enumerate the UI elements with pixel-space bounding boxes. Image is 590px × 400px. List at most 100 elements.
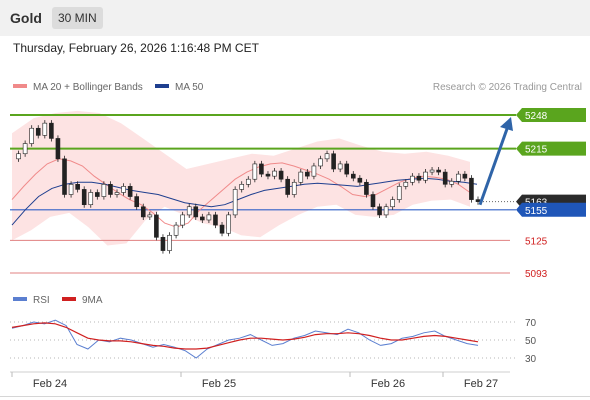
candle-body [390,199,395,208]
level-label-5155: 5155 [525,206,548,217]
candle-body [252,163,258,180]
candle-body [475,199,481,202]
candle-body [416,175,422,181]
candle-body [121,186,126,193]
candle-body [88,192,94,206]
candle-body [226,214,231,234]
candle-body [396,186,402,200]
candle-body [180,214,185,226]
candle-body [305,171,310,177]
rsi-ma-legend-label: 9MA [82,295,103,306]
candle-body [403,181,409,187]
copyright-text: Research © 2026 Trading Central [433,82,582,93]
candle-body [245,178,251,185]
candle-body [160,237,166,251]
instrument-title: Gold [10,10,42,26]
level-label-5248: 5248 [525,111,548,122]
candle-body [364,181,369,195]
candle-body [265,173,271,177]
candle-body [75,184,80,190]
candle-body [186,206,192,216]
candle-body [16,153,21,160]
level-label-5093: 5093 [525,269,548,280]
candle-body [350,173,356,179]
candle-body [193,206,199,218]
candle-body [344,163,350,175]
candle-body [291,181,297,195]
candle-body [357,177,363,183]
rsi-plot-area: 70 50 30 [10,318,537,365]
rsi-tick-70: 70 [525,318,537,329]
candle-body [35,127,41,136]
bottom-border [0,396,590,397]
candle-body [298,171,304,183]
timeframe-badge[interactable]: 30 MIN [52,7,103,29]
candle-body [127,186,133,197]
candle-body [377,206,382,216]
candle-body [154,214,159,238]
price-plot-area: 524852155163515551255093 [10,108,586,280]
rsi-line [11,319,479,359]
level-tag-5215 [516,141,586,156]
candle-body [456,173,461,182]
x-tick-label-feb-25: Feb 25 [202,378,236,390]
candle-body [114,192,120,195]
candle-body [285,178,290,195]
candle-body [383,206,389,216]
rsi-legend-swatch [13,297,27,301]
candle-body [101,184,107,197]
rsi-legend-label: RSI [33,295,50,306]
top-bar: Gold 30 MIN [0,0,590,36]
candle-body [140,206,146,218]
ma50-line [11,177,478,226]
level-label-5125: 5125 [525,236,548,247]
candle-body [55,138,61,160]
candle-body [42,122,48,136]
ma50-legend-label: MA 50 [175,82,204,93]
candle-body [449,180,455,185]
candle-body [272,170,277,177]
candle-body [423,171,428,181]
candle-body [442,171,448,185]
level-label-5215: 5215 [525,145,548,156]
candle-body [324,153,330,160]
candle-body [469,177,474,200]
candle-body [147,214,153,218]
x-tick-label-feb-24: Feb 24 [33,378,67,390]
candle-body [200,216,205,221]
candle-body [318,158,323,167]
level-tag-5248 [516,108,586,122]
bollinger-legend-swatch [13,84,27,88]
candle-body [259,163,264,175]
x-tick-label-feb-27: Feb 27 [464,378,498,390]
rsi-tick-30: 30 [525,354,537,365]
candle-body [337,163,343,170]
x-tick-label-feb-26: Feb 26 [371,378,405,390]
x-axis: Feb 24 Feb 25 Feb 26 Feb 27 [11,372,498,390]
candle-body [219,224,225,234]
candle-body [331,153,336,170]
candle-body [62,158,67,195]
candle-body [436,169,441,173]
projection-arrowhead [500,117,513,132]
candle-body [429,169,435,173]
candle-body [173,224,179,236]
candle-body [68,184,74,195]
candle-body [370,194,376,208]
ma50-legend-swatch [155,84,169,88]
candle-body [239,184,245,190]
candle-body [29,127,34,144]
candle-body [167,234,172,251]
candle-body [49,122,54,139]
candle-body [95,192,100,197]
candle-body [278,170,284,180]
candle-body [134,196,140,208]
bollinger-legend-label: MA 20 + Bollinger Bands [33,82,143,93]
timestamp: Thursday, February 26, 2026 1:16:48 PM C… [13,41,259,55]
candle-body [462,173,468,179]
candle-body [206,214,212,221]
candle-body [22,143,28,155]
bollinger-band [12,110,470,246]
candle-body [108,184,113,195]
